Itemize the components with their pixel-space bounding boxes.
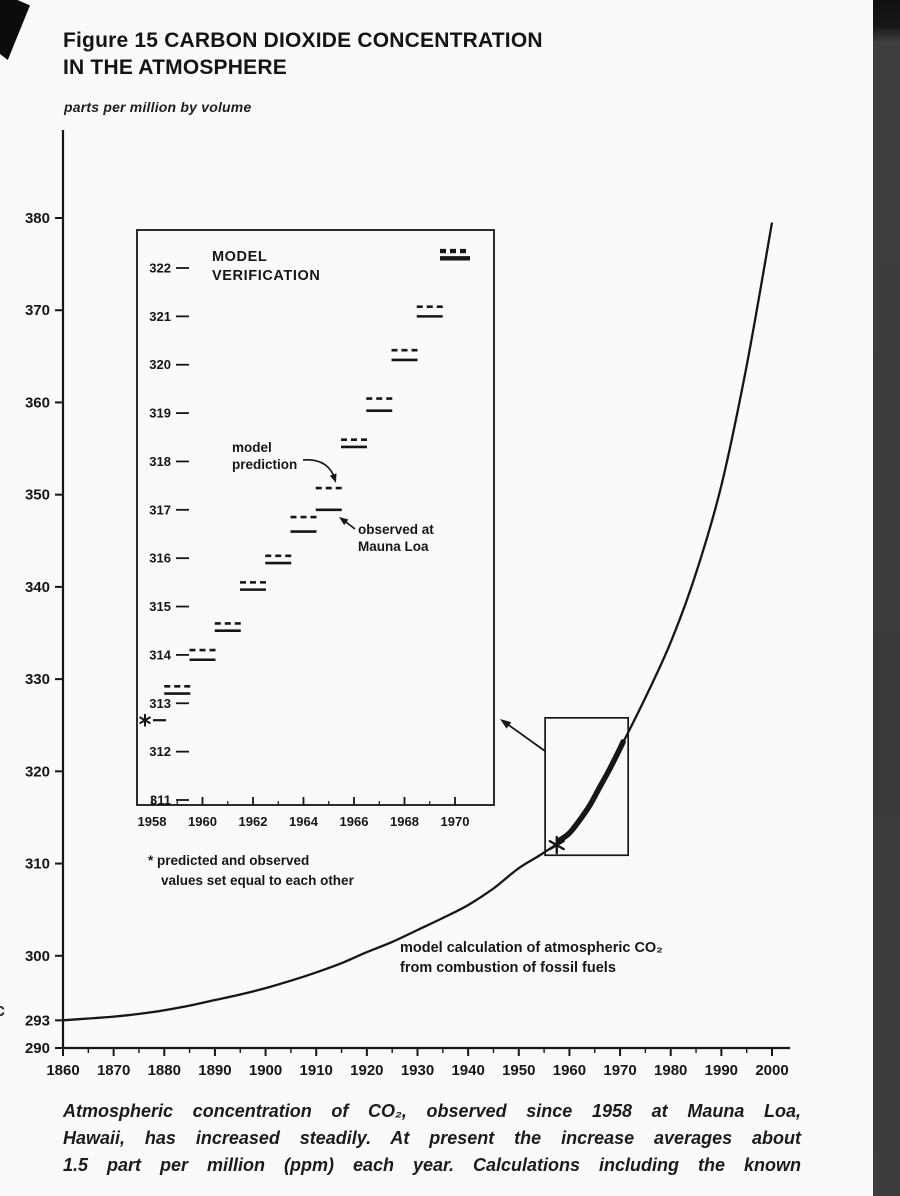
model-calculation-annotation: model calculation of atmospheric CO₂ bbox=[400, 940, 663, 956]
inset-x-tick-label: 1968 bbox=[390, 814, 419, 829]
y-tick-label: 293 bbox=[25, 1012, 50, 1029]
zoom-region-box bbox=[544, 716, 630, 857]
scan-corner-artifact bbox=[0, 0, 30, 60]
x-tick-label: 1910 bbox=[300, 1062, 333, 1079]
inset-observed-label: observed at bbox=[358, 522, 434, 537]
figure-title: Figure 15 CARBON DIOXIDE CONCENTRATION I… bbox=[63, 27, 543, 81]
figure-caption: Atmospheric concentration of CO₂, observ… bbox=[63, 1098, 801, 1179]
x-tick-label: 1970 bbox=[603, 1062, 636, 1079]
y-tick-label: 300 bbox=[25, 948, 50, 965]
inset-x-tick-label: 1958 bbox=[138, 814, 167, 829]
model-calculation-curve bbox=[62, 222, 774, 1022]
inset-y-tick-label: 313 bbox=[149, 696, 171, 711]
y-tick-label: 350 bbox=[25, 487, 50, 504]
y-tick-label: 370 bbox=[25, 302, 50, 319]
inset-y-tick-label: 316 bbox=[149, 551, 171, 566]
inset-x-tick-label: 1966 bbox=[340, 814, 369, 829]
figure-title-line1: Figure 15 CARBON DIOXIDE CONCENTRATION bbox=[63, 29, 543, 52]
model-label-arrowhead bbox=[329, 473, 337, 483]
observed-label-arrowhead bbox=[339, 517, 349, 526]
x-tick-label: 2000 bbox=[755, 1062, 788, 1079]
x-tick-label: 1950 bbox=[502, 1062, 535, 1079]
inset-y-tick-label: 318 bbox=[149, 454, 171, 469]
inset-observed-label: Mauna Loa bbox=[358, 539, 429, 554]
main-start-asterisk bbox=[548, 839, 565, 851]
x-tick-label: 1870 bbox=[97, 1062, 130, 1079]
observed-mauna-loa-segment bbox=[556, 739, 626, 844]
inset-model-label: prediction bbox=[232, 457, 297, 472]
inset-y-tick-label: 312 bbox=[149, 744, 171, 759]
x-tick-label: 1900 bbox=[249, 1062, 282, 1079]
scan-edge-strip bbox=[873, 0, 900, 1196]
inset-title: VERIFICATION bbox=[212, 268, 320, 284]
inset-footnote: * predicted and observed bbox=[148, 853, 309, 868]
inset-footnote: values set equal to each other bbox=[161, 873, 355, 888]
x-tick-label: 1990 bbox=[705, 1062, 738, 1079]
y-tick-label: 340 bbox=[25, 579, 50, 596]
caption-line-2: Hawaii, has increased steadily. At prese… bbox=[63, 1128, 801, 1148]
model-calculation-annotation: from combustion of fossil fuels bbox=[400, 960, 616, 976]
observed-label-arrow bbox=[341, 518, 356, 530]
inset-start-asterisk bbox=[139, 716, 151, 724]
scan-stray-mark: c bbox=[0, 1000, 6, 1020]
main-start-asterisk bbox=[548, 839, 565, 851]
inset-title: MODEL bbox=[212, 249, 267, 265]
y-tick-label: 330 bbox=[25, 671, 50, 688]
inset-x-tick-label: 1960 bbox=[188, 814, 217, 829]
y-tick-label: 320 bbox=[25, 763, 50, 780]
x-tick-label: 1880 bbox=[148, 1062, 181, 1079]
y-tick-label: 380 bbox=[25, 210, 50, 227]
inset-x-tick-label: 1970 bbox=[441, 814, 470, 829]
y-axis-units-label: parts per million by volume bbox=[64, 99, 252, 115]
inset-frame bbox=[136, 229, 495, 806]
inset-y-tick-label: 322 bbox=[149, 261, 171, 276]
inset-y-tick-label: 317 bbox=[149, 502, 171, 517]
model-label-arrow bbox=[302, 459, 336, 480]
caption-line-3: 1.5 part per million (ppm) each year. Ca… bbox=[63, 1155, 801, 1175]
box-to-inset-arrow bbox=[502, 720, 546, 752]
y-tick-label: 310 bbox=[25, 856, 50, 873]
caption-line-1: Atmospheric concentration of CO₂, observ… bbox=[63, 1101, 801, 1121]
figure-title-line2: IN THE ATMOSPHERE bbox=[63, 56, 287, 79]
inset-y-tick-label: 321 bbox=[149, 309, 171, 324]
inset-y-tick-label: 320 bbox=[149, 357, 171, 372]
x-tick-label: 1920 bbox=[350, 1062, 383, 1079]
x-tick-label: 1940 bbox=[451, 1062, 484, 1079]
x-tick-label: 1860 bbox=[46, 1062, 79, 1079]
x-tick-label: 1980 bbox=[654, 1062, 687, 1079]
y-tick-label: 360 bbox=[25, 394, 50, 411]
inset-x-tick-label: 1962 bbox=[239, 814, 268, 829]
co2-concentration-chart: 380 370 360 350 340 330 320 310 300 293 290 1860 187… bbox=[25, 130, 790, 1079]
inset-y-tick-label: 315 bbox=[149, 599, 171, 614]
box-to-inset-arrowhead bbox=[500, 719, 512, 729]
x-tick-label: 1960 bbox=[553, 1062, 586, 1079]
inset-model-label: model bbox=[232, 440, 272, 455]
x-tick-label: 1890 bbox=[198, 1062, 231, 1079]
y-tick-label: 290 bbox=[25, 1040, 50, 1057]
inset-start-asterisk bbox=[139, 716, 151, 724]
inset-x-tick-label: 1964 bbox=[289, 814, 319, 829]
inset-y-tick-label: 311 bbox=[150, 793, 171, 808]
x-tick-label: 1930 bbox=[401, 1062, 434, 1079]
inset-y-tick-label: 319 bbox=[149, 406, 171, 421]
inset-y-tick-label: 314 bbox=[149, 647, 171, 662]
